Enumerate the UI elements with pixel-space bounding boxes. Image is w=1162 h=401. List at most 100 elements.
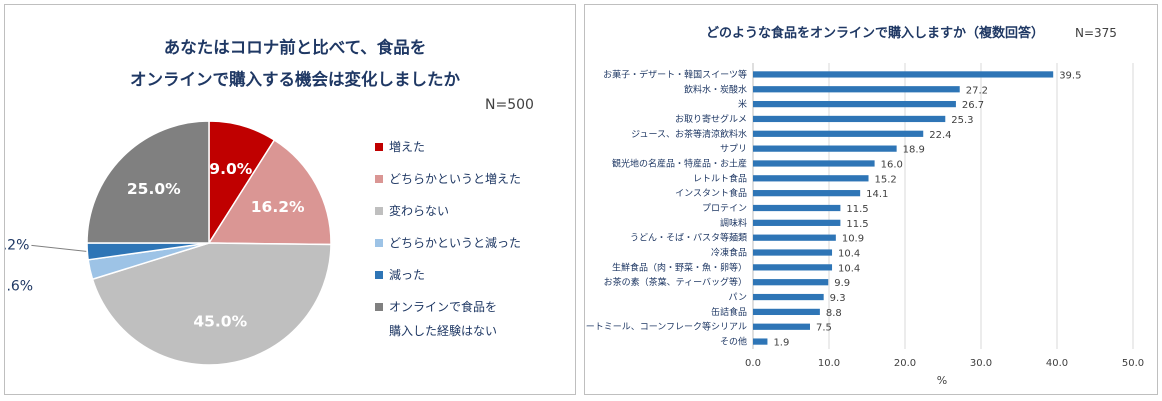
pie-chart: あなたはコロナ前と比べて、食品を オンラインで購入する機会は変化しましたか N=… — [5, 37, 534, 366]
value-label: 11.5 — [846, 204, 868, 215]
category-label: 調味料 — [720, 217, 747, 229]
legend-swatch — [375, 239, 383, 247]
legend-label: 減った — [389, 267, 425, 282]
bar — [753, 264, 833, 271]
category-label: お取り寄せグルメ — [675, 113, 747, 125]
category-label: うどん・そば・パスタ等麺類 — [630, 232, 747, 244]
pie-slice — [86, 120, 210, 244]
pie-title-line2: オンラインで購入する機会は変化しましたか — [130, 69, 461, 89]
bar — [753, 293, 824, 301]
pie-slice-label: 45.0% — [193, 312, 247, 330]
bar — [753, 100, 956, 108]
value-label: 9.9 — [834, 278, 850, 289]
x-tick-label: 40.0 — [1046, 358, 1068, 369]
pie-slice — [207, 138, 332, 246]
category-label: 飲料水・炭酸水 — [684, 83, 747, 95]
pie-chart-panel: あなたはコロナ前と比べて、食品を オンラインで購入する機会は変化しましたか N=… — [4, 4, 576, 395]
bar-chart: どのような食品をオンラインで購入しますか（複数回答） N=375 お菓子・デザー… — [585, 25, 1144, 387]
bar-x-axis-label: % — [937, 374, 947, 387]
bar — [753, 234, 836, 241]
value-label: 27.2 — [966, 85, 988, 96]
bar-value-labels: 39.5 27.2 26.7 25.322.4 18.916.0 15.2 14.1 11.5… — [773, 70, 1081, 348]
bar — [753, 115, 946, 123]
category-label: インスタント食品 — [675, 187, 747, 199]
category-label: その他 — [720, 336, 747, 348]
category-label: ジュース、お茶等清涼飲料水 — [631, 128, 747, 140]
value-label: 18.9 — [903, 145, 925, 156]
value-label: 15.2 — [875, 174, 897, 185]
value-label: 9.3 — [830, 293, 846, 304]
category-label: 観光地の名産品・特産品・お土産 — [612, 157, 747, 169]
legend-label: どちらかというと増えた — [389, 172, 521, 186]
value-label: 26.7 — [962, 100, 984, 111]
bar — [753, 308, 820, 316]
bar — [753, 323, 810, 330]
x-tick-label: 50.0 — [1122, 358, 1144, 369]
value-label: 1.9 — [773, 338, 789, 349]
value-label: 39.5 — [1059, 70, 1081, 81]
category-label: サプリ — [720, 144, 747, 155]
pie-slice-label: 2.2% — [5, 237, 29, 253]
bar-title: どのような食品をオンラインで購入しますか（複数回答） — [706, 25, 1044, 41]
bar — [753, 219, 841, 226]
bar-x-ticks: 0.0 10.0 20.0 30.0 40.0 50.0 — [745, 358, 1144, 369]
bar — [753, 71, 1054, 78]
bar — [753, 86, 960, 93]
value-label: 10.9 — [842, 234, 864, 245]
bar — [753, 338, 768, 345]
pie-slices — [86, 120, 332, 366]
value-label: 10.4 — [838, 249, 860, 260]
legend-swatch — [375, 271, 383, 279]
legend-label: どちらかというと減った — [389, 235, 521, 250]
bar — [753, 204, 841, 212]
value-label: 14.1 — [866, 189, 888, 200]
bar — [753, 175, 869, 182]
bar-series — [753, 71, 1054, 345]
pie-slice-label: 2.6% — [5, 279, 33, 295]
pie-slice — [91, 242, 332, 366]
category-label: パン — [729, 292, 747, 303]
bar — [753, 279, 829, 286]
x-tick-label: 30.0 — [970, 358, 992, 369]
legend-label: 増えた — [389, 140, 425, 154]
category-label: お菓子・デザート・韓国スイーツ等 — [603, 68, 747, 80]
pie-slice-label: 9.0% — [209, 160, 252, 178]
bar — [753, 249, 833, 256]
value-label: 10.4 — [838, 263, 860, 274]
legend-swatch — [375, 143, 383, 151]
bar — [753, 160, 875, 167]
legend-swatch — [375, 175, 383, 183]
legend-swatch — [375, 303, 383, 311]
x-tick-label: 20.0 — [894, 358, 916, 369]
pie-slice-label: 25.0% — [127, 180, 181, 198]
value-label: 11.5 — [846, 219, 868, 230]
category-label: 生鮮食品（肉・野菜・魚・卵等） — [612, 261, 747, 273]
category-label: 米 — [738, 98, 747, 110]
value-label: 22.4 — [929, 130, 951, 141]
pie-leader-line — [31, 244, 87, 252]
pie-legend: 増えたどちらかというと増えた変わらないどちらかというと減った減ったオンラインで食… — [375, 140, 521, 338]
value-label: 7.5 — [816, 323, 832, 334]
value-label: 25.3 — [951, 115, 973, 126]
x-tick-label: 10.0 — [818, 358, 840, 369]
value-label: 16.0 — [881, 159, 903, 170]
bar-chart-panel: どのような食品をオンラインで購入しますか（複数回答） N=375 お菓子・デザー… — [584, 4, 1158, 395]
legend-label: オンラインで食品を — [389, 299, 497, 314]
category-label: 缶詰食品 — [711, 306, 747, 318]
bar-sample-size: N=375 — [1075, 26, 1117, 40]
category-label: お茶の素（茶葉、ティーバッグ等） — [604, 276, 747, 288]
category-label: 冷凍食品 — [711, 247, 747, 259]
bar — [753, 145, 897, 152]
pie-title-line1: あなたはコロナ前と比べて、食品を — [164, 37, 427, 57]
pie-sample-size: N=500 — [485, 97, 534, 113]
pie-labels: 9.0% 16.2% 45.0% 2.6% 2.2% 25.0% — [5, 160, 305, 330]
category-label: プロテイン — [702, 203, 747, 214]
bar — [753, 190, 861, 197]
bar — [753, 130, 924, 137]
legend-label: 購入した経験はない — [389, 323, 497, 338]
category-label: オートミール、コーンフレーク等シリアル — [585, 321, 747, 333]
pie-slice-label: 16.2% — [251, 198, 305, 216]
value-label: 8.8 — [826, 308, 842, 319]
x-tick-label: 0.0 — [745, 358, 761, 369]
bar-category-labels: お菓子・デザート・韓国スイーツ等飲料水・炭酸水米お取り寄せグルメジュース、お茶等… — [585, 68, 747, 347]
